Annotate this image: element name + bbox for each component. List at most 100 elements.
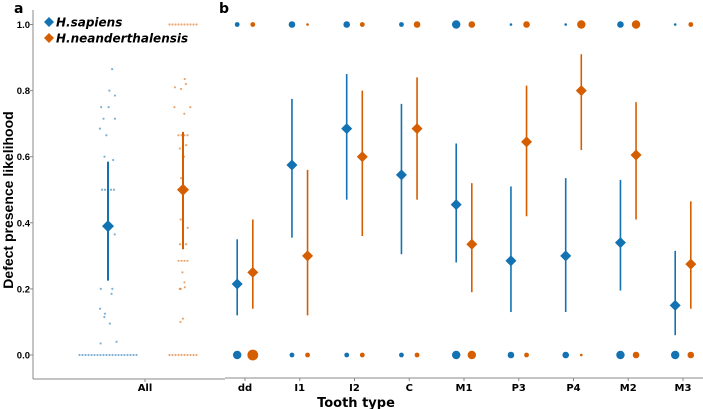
mean-marker [575,85,587,97]
data-point [78,353,81,357]
data-point [102,117,105,120]
mean-marker [231,278,243,290]
data-point [112,158,115,162]
data-point [105,134,108,137]
count-dot-bottom [233,350,242,360]
count-dot-top [523,21,530,28]
data-point [189,106,192,109]
mean-marker [286,159,298,171]
data-point [99,353,102,357]
y-tick-label: 0.2 [17,284,30,295]
data-point [180,177,183,180]
data-point [180,23,183,26]
mean-marker [466,238,478,250]
legend-marker [44,33,54,43]
data-point [93,353,96,357]
count-dot-bottom [616,350,625,360]
x-tick-label: M3 [675,383,692,394]
data-point [195,23,198,26]
y-tick-label: 0.6 [17,152,30,163]
count-dot-top [250,22,256,27]
data-point [171,353,174,357]
data-point [98,127,102,130]
data-point [103,155,106,158]
data-point [177,134,180,137]
data-point [120,353,123,357]
x-tick-label: P3 [512,383,526,394]
data-point [183,112,186,115]
mean-marker [614,237,626,249]
data-point [117,353,120,357]
data-point [173,106,176,109]
data-point [100,188,104,191]
x-tick-label: M1 [456,383,473,394]
data-point [174,353,177,357]
data-point [189,23,192,26]
data-point [177,23,180,26]
data-point [183,23,186,26]
data-point [184,82,187,86]
data-point [180,353,183,357]
mean-marker [177,183,189,196]
y-axis-label: Defect presence likelihood [0,111,16,288]
data-point [107,106,110,109]
y-tick-label: 1.0 [17,20,30,31]
count-dot-top [359,22,365,27]
mean-marker [630,149,642,161]
count-dot-top [288,21,296,28]
data-point [168,353,171,357]
data-point [115,340,118,343]
data-point [135,353,138,357]
data-point [177,353,180,357]
mean-marker [341,123,353,135]
data-point [183,259,186,262]
count-dot-bottom [687,351,695,359]
count-dot-top [688,22,694,27]
data-point [186,134,189,137]
mean-marker [302,250,314,262]
legend-entry: H.sapiens [56,16,122,30]
data-point [179,87,183,91]
y-tick-label: 0.8 [17,86,30,97]
data-point [174,23,177,26]
data-point [183,353,186,357]
count-dot-bottom [467,350,476,360]
mean-marker [247,266,259,278]
count-dot-bottom [305,352,310,358]
data-point [84,353,87,357]
data-point [99,287,102,290]
count-dot-bottom [344,352,350,358]
y-tick-label: 0.0 [17,351,30,362]
data-point [179,320,182,324]
mean-marker [669,299,681,311]
panel-label-b: b [219,1,229,17]
x-tick-label: All [138,383,153,394]
count-dot-top [399,22,404,27]
data-point [113,94,117,97]
count-dot-top [564,23,567,26]
data-point [111,68,114,71]
data-point [99,342,102,345]
data-point [183,286,186,289]
data-point [171,23,174,26]
x-tick-label: I2 [349,383,360,394]
data-point [192,23,195,26]
data-point [178,243,182,246]
x-tick-label: P4 [566,383,580,394]
count-dot-bottom [289,352,295,358]
data-point [113,117,117,120]
count-dot-bottom [414,352,420,358]
x-tick-label: I1 [294,383,305,394]
count-dot-top [631,20,641,29]
data-point [179,218,182,221]
count-dot-bottom [632,351,640,359]
data-point [173,86,177,89]
data-point [96,353,99,357]
count-dot-top [468,21,476,28]
mean-marker [450,199,462,211]
count-dot-top [509,23,513,26]
data-point [126,353,129,357]
data-point [185,144,188,147]
y-tick-label: 0.4 [17,218,31,229]
data-point [105,353,108,357]
